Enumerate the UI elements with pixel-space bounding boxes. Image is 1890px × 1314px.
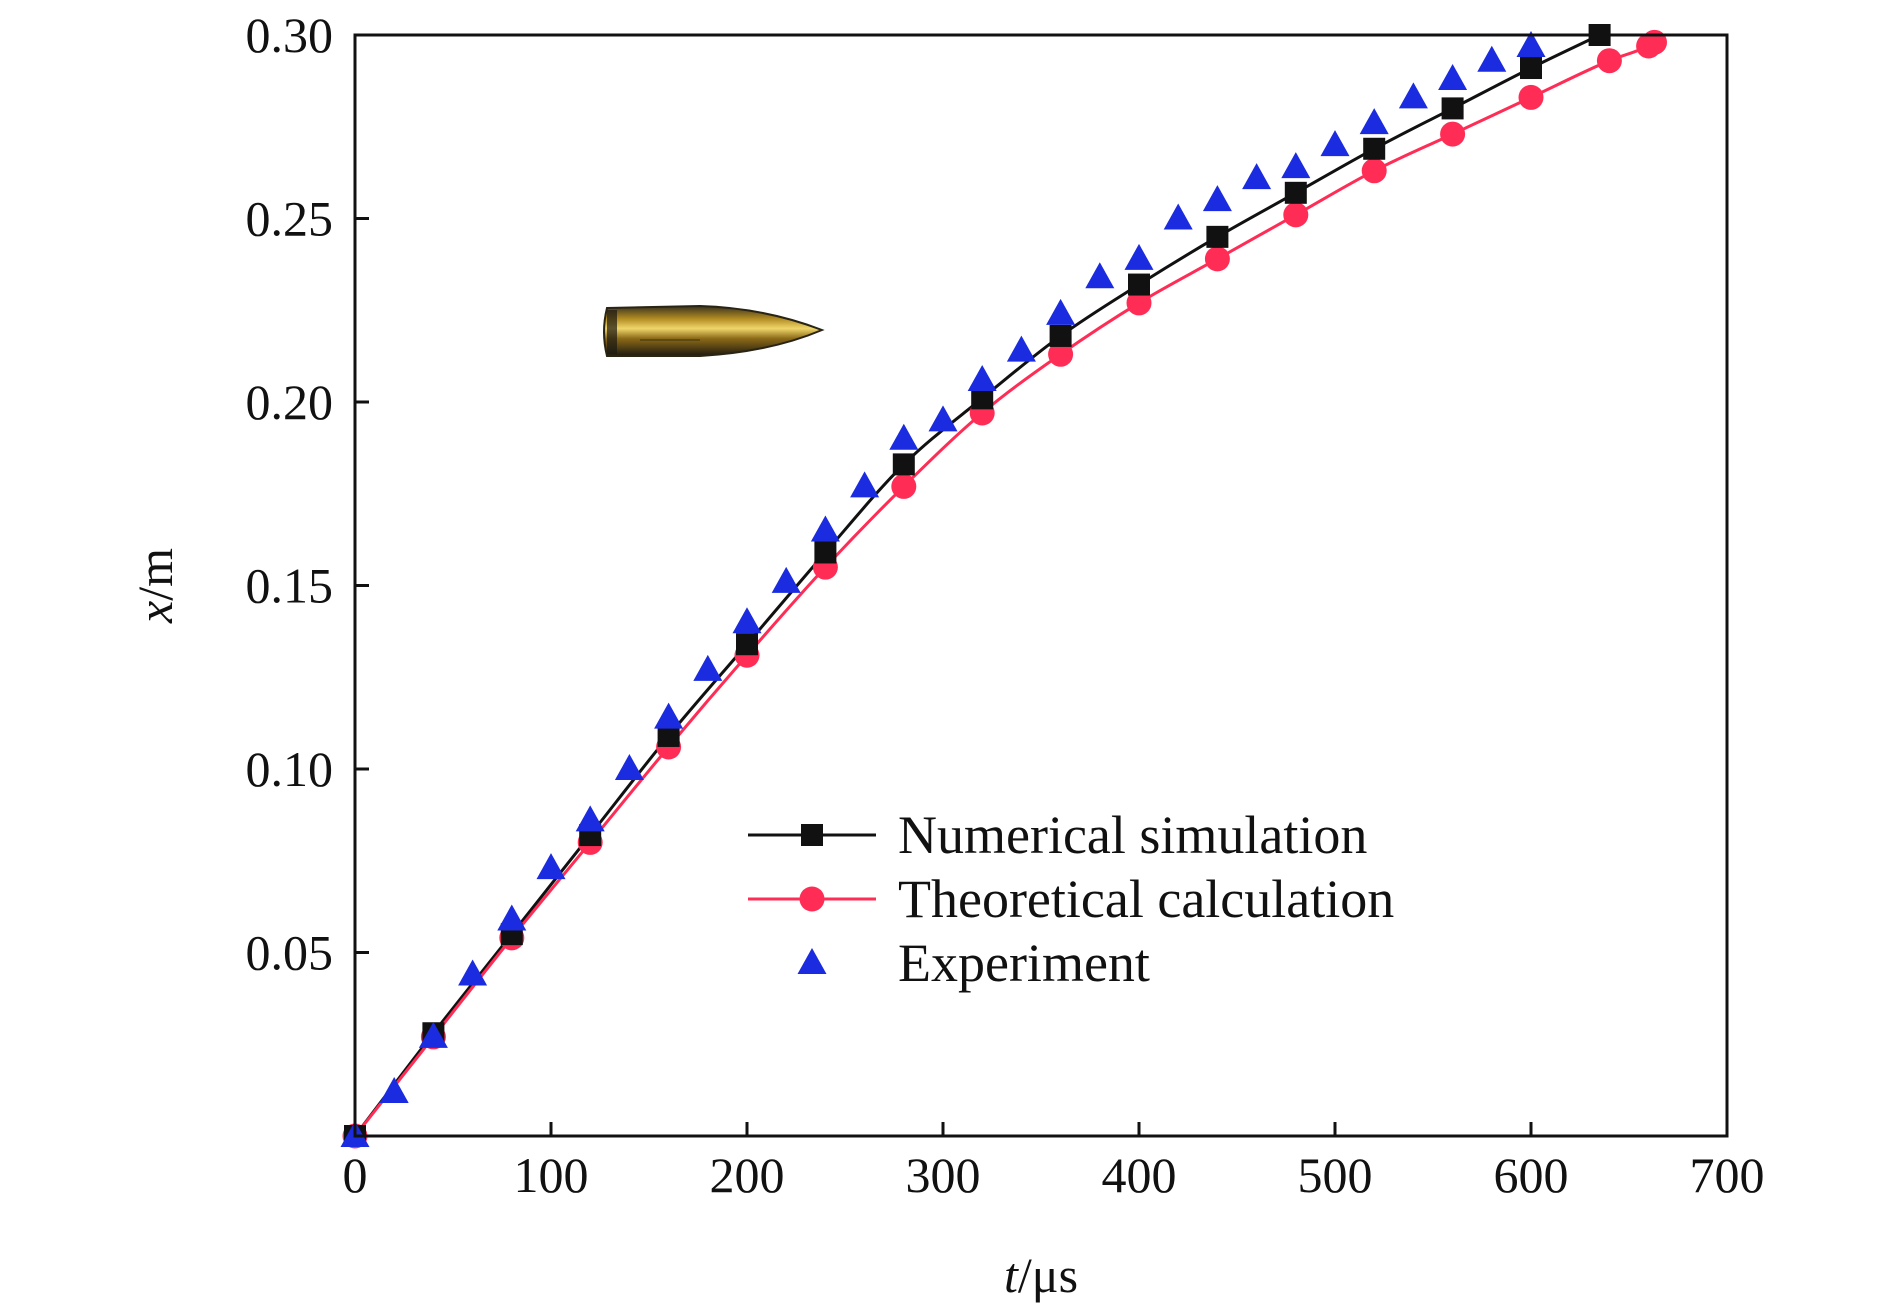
x-tick-label: 0 — [343, 1147, 368, 1203]
data-point — [1398, 82, 1428, 109]
data-point — [536, 853, 566, 880]
y-tick-label: 0.25 — [246, 191, 334, 247]
legend-label: Numerical simulation — [898, 805, 1367, 865]
data-point — [1359, 108, 1389, 135]
data-point — [1284, 181, 1307, 204]
data-point — [693, 654, 723, 681]
y-axis-label: x/m — [127, 548, 183, 624]
data-point — [736, 633, 758, 656]
data-point — [1361, 158, 1387, 184]
data-point — [1128, 273, 1150, 296]
data-point — [1596, 48, 1622, 74]
data-point — [1438, 64, 1468, 91]
data-point — [379, 1076, 409, 1103]
y-tick-label: 0.05 — [246, 925, 334, 981]
data-point — [1440, 121, 1466, 147]
data-point — [1202, 185, 1232, 212]
data-point — [1124, 243, 1154, 270]
data-point — [971, 387, 994, 410]
x-tick-label: 100 — [514, 1147, 589, 1203]
data-point — [1518, 84, 1544, 110]
legend-item-0: Numerical simulation — [748, 805, 1367, 865]
data-point — [1477, 45, 1507, 72]
data-point — [614, 754, 644, 780]
data-point — [889, 423, 919, 450]
legend-marker — [799, 886, 825, 912]
data-point — [1049, 324, 1072, 347]
data-point — [1320, 130, 1350, 157]
data-point — [1006, 335, 1036, 362]
data-point — [892, 453, 915, 476]
data-point — [1204, 246, 1230, 272]
data-point — [1520, 57, 1542, 80]
series-line-1 — [353, 41, 1656, 1137]
data-point — [497, 904, 527, 931]
y-tick-label: 0.10 — [246, 741, 334, 797]
data-point — [1281, 152, 1311, 179]
data-point — [657, 724, 680, 747]
data-point — [418, 1021, 448, 1048]
legend-item-2: Experiment — [797, 933, 1150, 993]
data-point — [575, 805, 605, 832]
y-tick-label: 0.30 — [246, 7, 334, 63]
data-point — [1206, 225, 1229, 248]
data-point — [850, 471, 880, 498]
data-point — [1363, 137, 1386, 160]
x-axis-label: t/μs — [1004, 1247, 1078, 1303]
data-point — [771, 566, 801, 593]
x-tick-label: 600 — [1494, 1147, 1569, 1203]
data-point — [1126, 290, 1152, 316]
y-tick-label: 0.15 — [246, 558, 334, 614]
legend-label: Theoretical calculation — [898, 869, 1394, 929]
series-markers-2 — [340, 31, 1546, 1147]
legend-marker — [797, 948, 827, 974]
data-point — [814, 541, 837, 564]
data-point — [1085, 262, 1115, 289]
x-tick-label: 700 — [1690, 1147, 1765, 1203]
projectile-image — [603, 304, 825, 357]
x-tick-label: 200 — [710, 1147, 785, 1203]
data-point — [810, 515, 840, 542]
data-point — [654, 702, 684, 729]
data-point — [928, 405, 958, 432]
data-point — [891, 473, 917, 499]
data-point — [458, 959, 488, 986]
data-point — [1516, 31, 1546, 58]
plot-area — [340, 24, 1667, 1149]
data-point — [1163, 203, 1193, 230]
x-tick-label: 300 — [906, 1147, 981, 1203]
data-point — [732, 607, 762, 634]
data-point — [1046, 298, 1076, 325]
data-point — [1441, 97, 1464, 120]
x-tick-label: 400 — [1102, 1147, 1177, 1203]
data-point — [967, 364, 997, 391]
data-point — [1242, 163, 1272, 190]
data-point — [1048, 341, 1074, 367]
legend-label: Experiment — [898, 933, 1150, 993]
y-tick-label: 0.20 — [246, 374, 334, 430]
axes: 0 100 200 300 400 500 600 700 0.05 0.10 0.15 0.20 0.… — [127, 7, 1765, 1303]
legend-marker — [801, 824, 823, 846]
x-tick-label: 500 — [1298, 1147, 1373, 1203]
legend-item-1: Theoretical calculation — [748, 869, 1394, 929]
data-point — [1283, 202, 1309, 228]
